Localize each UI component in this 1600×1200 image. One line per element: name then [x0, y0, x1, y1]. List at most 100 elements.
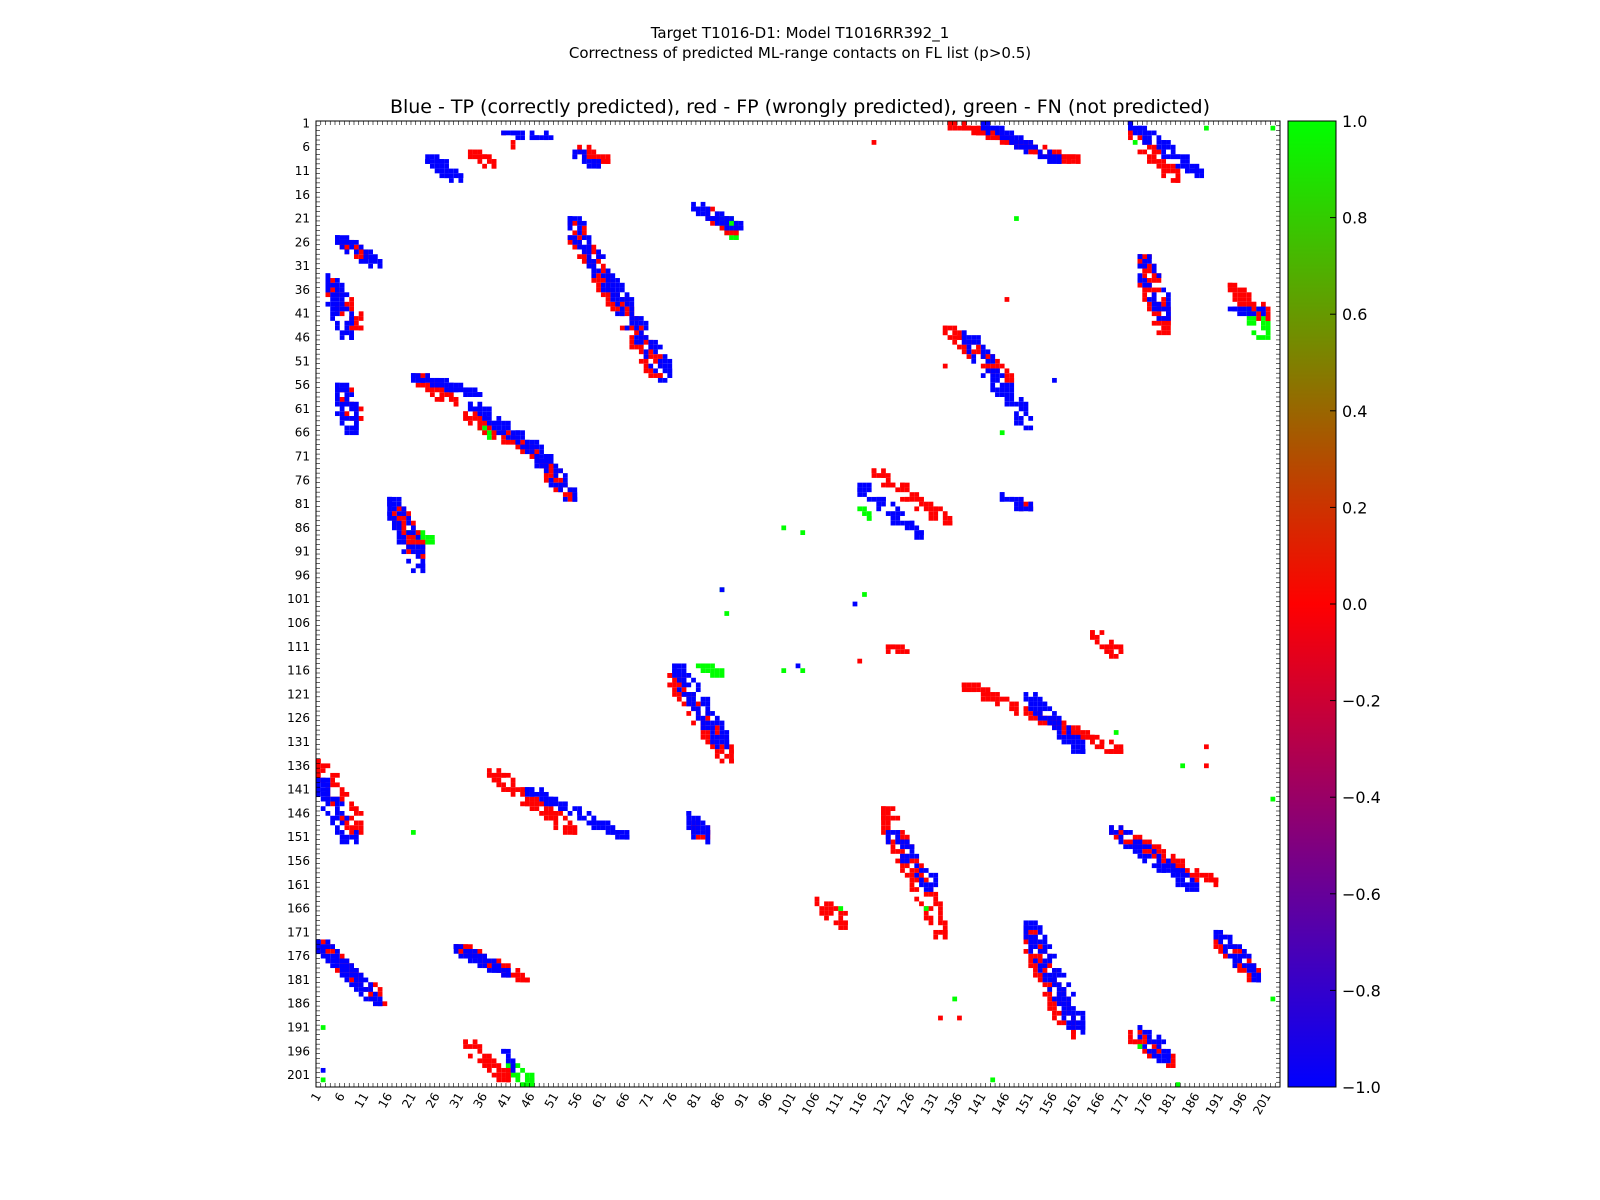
contact-cell-fp: [448, 392, 454, 397]
contact-cell-fp: [1056, 1010, 1062, 1016]
colorbar-tick-label: −0.8: [1342, 981, 1381, 1000]
contact-cell-tp: [961, 339, 967, 345]
contact-cell-tp: [567, 220, 573, 226]
contact-cell-tp: [453, 382, 459, 388]
contact-cell-tp: [339, 958, 345, 964]
contact-cell-fp: [505, 963, 511, 969]
contact-cell-fn: [420, 530, 426, 535]
contact-cell-fp: [529, 806, 535, 811]
contact-cell-tp: [1042, 934, 1048, 940]
contact-cell-fn: [515, 1072, 521, 1078]
contact-cell-fn: [729, 235, 734, 240]
contact-cell-tp: [1128, 830, 1133, 835]
contact-cell-fp: [1066, 154, 1072, 160]
contact-cell-tp: [923, 882, 929, 888]
contact-cell-fp: [995, 692, 1000, 697]
contact-cell-tp: [353, 249, 359, 255]
contact-cell-tp: [1014, 506, 1019, 512]
contact-cell-tp: [1009, 496, 1015, 502]
contact-cell-tp: [534, 439, 540, 445]
colorbar-tick-label: 0.8: [1342, 209, 1367, 228]
contact-cell-tp: [335, 325, 340, 331]
contact-cell-fp: [553, 820, 559, 826]
contact-cell-fp: [1137, 282, 1143, 288]
contact-cell-fp: [1099, 644, 1105, 650]
contact-cell-tp: [638, 335, 644, 340]
contact-cell-tp: [1033, 692, 1038, 697]
contact-cell-fp: [501, 963, 506, 969]
contact-cell-tp: [980, 121, 986, 126]
contact-cell-tp: [662, 363, 668, 369]
contact-cell-fp: [980, 363, 986, 369]
contact-cell-fn: [719, 673, 725, 678]
contact-cell-tp: [553, 473, 559, 478]
contact-cell-tp: [895, 520, 901, 526]
contact-cell-fp: [985, 363, 991, 369]
contact-cell-fp: [1042, 982, 1048, 988]
contact-cell-tp: [691, 834, 696, 840]
contact-cell-tp: [467, 406, 473, 412]
contact-cell-tp: [686, 701, 692, 707]
contact-cell-tp: [691, 206, 696, 212]
contact-cell-fp: [1023, 939, 1029, 945]
contact-cell-tp: [629, 316, 635, 321]
contact-cell-tp: [325, 796, 331, 802]
contact-cell-fp: [496, 1077, 502, 1083]
contact-cell-tp: [501, 425, 506, 431]
y-tick-label: 136: [287, 759, 310, 773]
contact-cell-fp: [966, 354, 972, 359]
contact-cell-fp: [410, 535, 416, 540]
contact-cell-tp: [1142, 1044, 1148, 1049]
contact-cell-tp: [700, 206, 706, 212]
contact-cell-tp: [353, 987, 359, 992]
y-tick-label: 131: [287, 735, 310, 749]
contact-cell-fp: [596, 259, 601, 264]
contact-cell-tp: [714, 739, 720, 745]
contact-cell-fp: [1104, 749, 1110, 754]
contact-cell-tp: [1061, 987, 1067, 992]
contact-cell-fp: [729, 758, 734, 764]
contact-cell-tp: [1080, 1020, 1086, 1026]
contact-cell-tp: [1142, 140, 1148, 145]
contact-cell-tp: [330, 292, 335, 298]
contact-cell-tp: [1023, 934, 1029, 940]
contact-cell-tp: [1242, 953, 1247, 959]
contact-cell-tp: [1080, 1029, 1086, 1035]
contact-cell-tp: [866, 482, 872, 488]
contact-cell-tp: [510, 1067, 516, 1073]
contact-cell-fp: [1175, 173, 1181, 179]
contact-cell-tp: [1123, 830, 1129, 835]
y-tick-label: 106: [287, 616, 310, 630]
contact-cell-fp: [833, 906, 839, 911]
contact-cell-tp: [553, 463, 559, 469]
contact-cell-tp: [1142, 1029, 1148, 1035]
y-tick-label: 26: [295, 235, 310, 249]
contact-cell-tp: [496, 430, 502, 436]
contact-cell-tp: [724, 739, 730, 745]
contact-cell-fp: [914, 506, 920, 512]
contact-cell-fp: [615, 306, 620, 312]
contact-cell-tp: [581, 149, 587, 155]
contact-cell-tp: [515, 135, 521, 141]
contact-cell-fp: [881, 830, 886, 835]
contact-cell-tp: [1151, 268, 1157, 274]
contact-cell-tp: [1151, 1039, 1157, 1045]
contact-cell-fp: [1232, 282, 1238, 288]
contact-cell-tp: [985, 368, 991, 374]
y-tick-label: 186: [287, 997, 310, 1011]
contact-cell-tp: [505, 1048, 511, 1054]
contact-cell-tp: [1118, 834, 1124, 840]
contact-cell-tp: [714, 734, 720, 740]
contact-cell-tp: [349, 239, 354, 245]
contact-cell-fp: [995, 135, 1000, 141]
contact-cell-fp: [1156, 311, 1162, 317]
contact-cell-fp: [1132, 1039, 1138, 1045]
contact-cell-tp: [1246, 953, 1252, 959]
contact-cell-tp: [353, 839, 359, 845]
contact-cell-fp: [316, 763, 321, 769]
contact-cell-fp: [548, 806, 554, 811]
contact-cell-tp: [562, 801, 568, 807]
contact-cell-tp: [572, 492, 578, 497]
contact-cell-fn: [1256, 335, 1262, 340]
contact-cell-tp: [339, 301, 345, 307]
